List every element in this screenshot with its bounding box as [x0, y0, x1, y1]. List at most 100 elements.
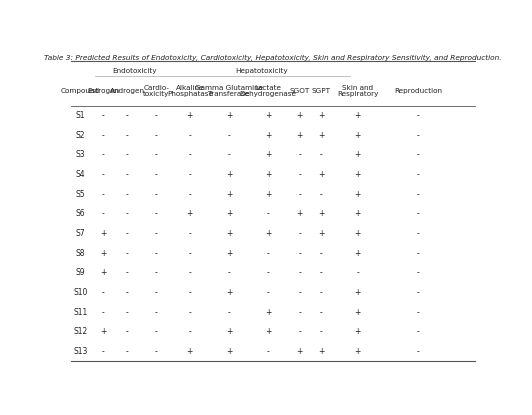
- Text: Reproduction: Reproduction: [394, 88, 442, 94]
- Text: -: -: [102, 308, 105, 317]
- Text: -: -: [102, 190, 105, 199]
- Text: -: -: [417, 347, 420, 356]
- Text: Androgen: Androgen: [110, 88, 145, 94]
- Text: -: -: [417, 150, 420, 159]
- Text: S7: S7: [76, 229, 85, 238]
- Text: -: -: [155, 111, 158, 120]
- Text: -: -: [188, 150, 191, 159]
- Text: -: -: [267, 269, 270, 277]
- Text: -: -: [188, 327, 191, 337]
- Text: -: -: [155, 269, 158, 277]
- Text: +: +: [226, 210, 232, 218]
- Text: -: -: [417, 170, 420, 179]
- Text: +: +: [354, 288, 361, 297]
- Text: -: -: [155, 190, 158, 199]
- Text: -: -: [188, 170, 191, 179]
- Text: -: -: [417, 111, 420, 120]
- Text: +: +: [354, 190, 361, 199]
- Text: -: -: [298, 229, 301, 238]
- Text: -: -: [267, 210, 270, 218]
- Text: -: -: [298, 150, 301, 159]
- Text: +: +: [265, 150, 271, 159]
- Text: -: -: [267, 347, 270, 356]
- Text: -: -: [417, 229, 420, 238]
- Text: -: -: [155, 229, 158, 238]
- Text: +: +: [354, 210, 361, 218]
- Text: +: +: [354, 347, 361, 356]
- Text: -: -: [126, 327, 129, 337]
- Text: -: -: [102, 347, 105, 356]
- Text: S9: S9: [76, 269, 85, 277]
- Text: +: +: [265, 308, 271, 317]
- Text: -: -: [417, 190, 420, 199]
- Text: Table 3: Predicted Results of Endotoxicity, Cardiotoxicity, Hepatotoxicity, Skin: Table 3: Predicted Results of Endotoxici…: [44, 55, 502, 61]
- Text: -: -: [267, 249, 270, 258]
- Text: -: -: [102, 210, 105, 218]
- Text: -: -: [320, 308, 323, 317]
- Text: Hepatotoxicity: Hepatotoxicity: [236, 68, 288, 73]
- Text: +: +: [318, 210, 325, 218]
- Text: +: +: [354, 308, 361, 317]
- Text: +: +: [265, 170, 271, 179]
- Text: -: -: [298, 249, 301, 258]
- Text: -: -: [155, 170, 158, 179]
- Text: Skin and
Respiratory: Skin and Respiratory: [337, 85, 378, 97]
- Text: S1: S1: [76, 111, 85, 120]
- Text: +: +: [100, 269, 106, 277]
- Text: -: -: [417, 288, 420, 297]
- Text: -: -: [298, 170, 301, 179]
- Text: -: -: [417, 269, 420, 277]
- Text: -: -: [155, 308, 158, 317]
- Text: -: -: [155, 347, 158, 356]
- Text: +: +: [226, 288, 232, 297]
- Text: +: +: [187, 347, 193, 356]
- Text: -: -: [417, 327, 420, 337]
- Text: -: -: [155, 131, 158, 140]
- Text: -: -: [155, 327, 158, 337]
- Text: -: -: [188, 308, 191, 317]
- Text: SGPT: SGPT: [312, 88, 331, 94]
- Text: +: +: [354, 111, 361, 120]
- Text: -: -: [126, 288, 129, 297]
- Text: -: -: [102, 131, 105, 140]
- Text: -: -: [126, 269, 129, 277]
- Text: -: -: [320, 269, 323, 277]
- Text: -: -: [417, 210, 420, 218]
- Text: SGOT: SGOT: [290, 88, 310, 94]
- Text: +: +: [226, 170, 232, 179]
- Text: -: -: [126, 150, 129, 159]
- Text: +: +: [265, 229, 271, 238]
- Text: +: +: [226, 327, 232, 337]
- Text: +: +: [354, 327, 361, 337]
- Text: +: +: [318, 111, 325, 120]
- Text: -: -: [228, 308, 230, 317]
- Text: -: -: [126, 308, 129, 317]
- Text: +: +: [354, 131, 361, 140]
- Text: -: -: [417, 308, 420, 317]
- Text: +: +: [354, 170, 361, 179]
- Text: -: -: [188, 288, 191, 297]
- Text: -: -: [417, 249, 420, 258]
- Text: S3: S3: [76, 150, 85, 159]
- Text: -: -: [155, 150, 158, 159]
- Text: -: -: [298, 308, 301, 317]
- Text: S2: S2: [76, 131, 85, 140]
- Text: -: -: [102, 150, 105, 159]
- Text: S13: S13: [73, 347, 88, 356]
- Text: +: +: [100, 249, 106, 258]
- Text: -: -: [228, 150, 230, 159]
- Text: +: +: [297, 347, 303, 356]
- Text: +: +: [265, 190, 271, 199]
- Text: Gamma Glutamine
Transferase: Gamma Glutamine Transferase: [195, 85, 263, 97]
- Text: -: -: [126, 249, 129, 258]
- Text: -: -: [267, 288, 270, 297]
- Text: S8: S8: [76, 249, 85, 258]
- Text: +: +: [297, 131, 303, 140]
- Text: +: +: [297, 210, 303, 218]
- Text: Estrogen: Estrogen: [87, 88, 119, 94]
- Text: -: -: [126, 131, 129, 140]
- Text: -: -: [102, 170, 105, 179]
- Text: +: +: [265, 327, 271, 337]
- Text: -: -: [102, 111, 105, 120]
- Text: -: -: [298, 269, 301, 277]
